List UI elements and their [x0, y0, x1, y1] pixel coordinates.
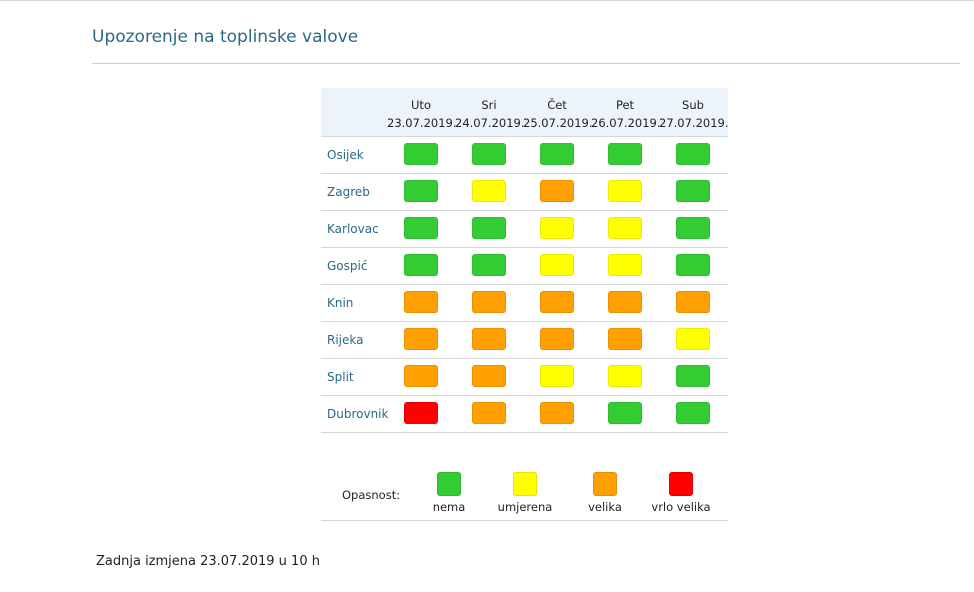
danger-level-cell [404, 402, 438, 424]
danger-level-cell [608, 328, 642, 350]
day-date: 26.07.2019. [591, 116, 661, 130]
day-name: Čet [547, 98, 567, 112]
city-name[interactable]: Zagreb [327, 185, 370, 199]
danger-level-cell [608, 143, 642, 165]
legend-swatch [437, 472, 461, 496]
danger-level-cell [676, 180, 710, 202]
danger-level-cell [608, 291, 642, 313]
danger-level-cell [676, 254, 710, 276]
legend: Opasnost: nema umjerena velika vrlo velika [321, 470, 728, 521]
table-row: Dubrovnik [321, 396, 728, 433]
city-name[interactable]: Knin [327, 296, 354, 310]
danger-level-cell [404, 365, 438, 387]
top-border [0, 0, 974, 1]
day-header: Čet 25.07.2019. [523, 96, 593, 132]
day-header: Uto 23.07.2019. [387, 96, 457, 132]
table-row: Osijek [321, 137, 728, 174]
last-modified-note: Zadnja izmjena 23.07.2019 u 10 h [96, 554, 320, 569]
danger-level-cell [404, 328, 438, 350]
danger-level-cell [676, 291, 710, 313]
day-name: Uto [411, 98, 431, 112]
danger-level-cell [472, 180, 506, 202]
day-date: 24.07.2019. [455, 116, 525, 130]
heatwave-table: Uto 23.07.2019. Sri 24.07.2019. Čet 25.07.201… [321, 88, 729, 433]
danger-level-cell [540, 365, 574, 387]
day-date: 27.07.2019. [659, 116, 729, 130]
day-header: Pet 26.07.2019. [591, 96, 661, 132]
table-row: Gospić [321, 248, 728, 285]
legend-swatch [513, 472, 537, 496]
city-name[interactable]: Osijek [327, 148, 364, 162]
table-body: Osijek Zagreb Karlovac Gospić Knin Rijeka Spli… [321, 137, 728, 433]
day-date: 23.07.2019. [387, 116, 457, 130]
danger-level-cell [404, 217, 438, 239]
danger-level-cell [540, 291, 574, 313]
legend-swatch [593, 472, 617, 496]
danger-level-cell [540, 143, 574, 165]
city-name[interactable]: Karlovac [327, 222, 379, 236]
city-name[interactable]: Split [327, 370, 354, 384]
page-title: Upozorenje na toplinske valove [92, 27, 359, 47]
danger-level-cell [472, 217, 506, 239]
danger-level-cell [676, 328, 710, 350]
danger-level-cell [472, 328, 506, 350]
danger-level-cell [472, 402, 506, 424]
title-divider [92, 63, 960, 64]
danger-level-cell [676, 402, 710, 424]
table-row: Zagreb [321, 174, 728, 211]
legend-label: Opasnost: [342, 488, 401, 502]
table-row: Karlovac [321, 211, 728, 248]
danger-level-cell [608, 402, 642, 424]
table-row: Split [321, 359, 728, 396]
day-date: 25.07.2019. [523, 116, 593, 130]
legend-swatch [669, 472, 693, 496]
danger-level-cell [404, 254, 438, 276]
danger-level-cell [608, 365, 642, 387]
danger-level-cell [608, 217, 642, 239]
danger-level-cell [540, 254, 574, 276]
danger-level-cell [404, 143, 438, 165]
day-header: Sri 24.07.2019. [455, 96, 525, 132]
danger-level-cell [472, 254, 506, 276]
danger-level-cell [404, 180, 438, 202]
danger-level-cell [676, 143, 710, 165]
legend-item-label: velika [588, 500, 622, 514]
danger-level-cell [404, 291, 438, 313]
danger-level-cell [676, 365, 710, 387]
table-header: Uto 23.07.2019. Sri 24.07.2019. Čet 25.07.201… [321, 88, 729, 137]
danger-level-cell [540, 328, 574, 350]
danger-level-cell [472, 143, 506, 165]
danger-level-cell [608, 180, 642, 202]
day-name: Sri [481, 98, 497, 112]
city-name[interactable]: Rijeka [327, 333, 364, 347]
danger-level-cell [540, 180, 574, 202]
city-name[interactable]: Gospić [327, 259, 368, 273]
legend-item-label: umjerena [497, 500, 553, 514]
danger-level-cell [472, 291, 506, 313]
danger-level-cell [608, 254, 642, 276]
danger-level-cell [472, 365, 506, 387]
table-row: Rijeka [321, 322, 728, 359]
danger-level-cell [540, 402, 574, 424]
danger-level-cell [540, 217, 574, 239]
danger-level-cell [676, 217, 710, 239]
legend-item-label: vrlo velika [651, 500, 711, 514]
table-row: Knin [321, 285, 728, 322]
day-name: Sub [682, 98, 704, 112]
day-header: Sub 27.07.2019. [659, 96, 729, 132]
legend-item-label: nema [432, 500, 466, 514]
day-name: Pet [615, 98, 635, 112]
city-name[interactable]: Dubrovnik [327, 407, 389, 421]
